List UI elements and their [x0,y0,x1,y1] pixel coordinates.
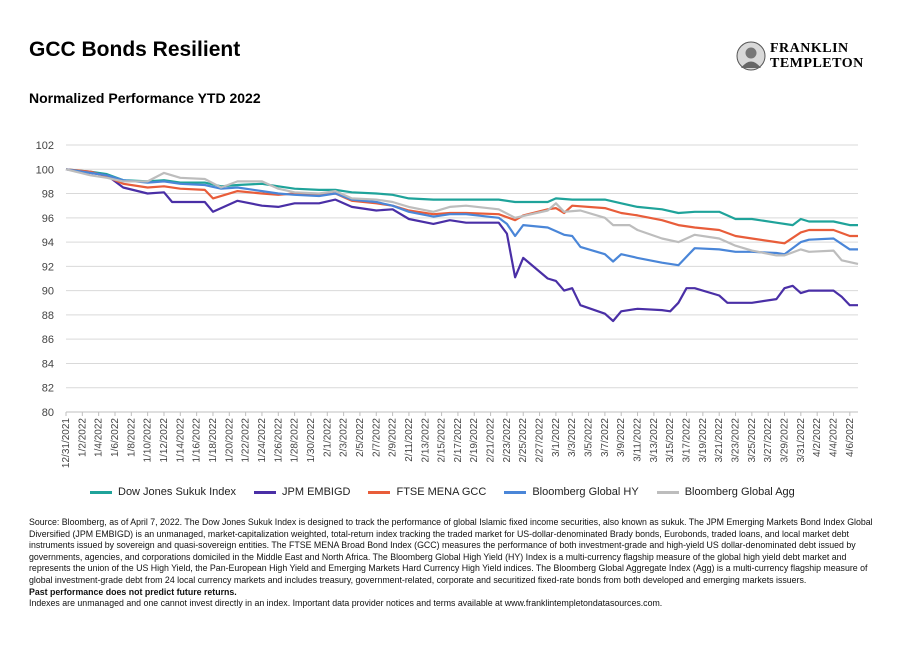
x-tick-label: 3/5/2022 [584,418,595,457]
index-note: Indexes are unmanaged and one cannot inv… [29,598,663,609]
x-tick-label: 12/31/2021 [61,418,72,468]
x-tick-label: 1/24/2022 [257,418,268,463]
legend-label: Bloomberg Global HY [532,486,639,498]
x-tick-label: 2/21/2022 [486,418,497,463]
x-tick-label: 2/19/2022 [469,418,480,463]
x-tick-label: 1/10/2022 [143,418,154,463]
logo-line-2: TEMPLETON [770,56,864,71]
x-tick-label: 1/12/2022 [159,418,170,463]
y-tick-label: 90 [42,286,54,298]
y-tick-label: 94 [42,237,54,249]
x-tick-label: 1/28/2022 [290,418,301,463]
x-tick-label: 3/7/2022 [600,418,611,457]
series-line [65,168,859,265]
y-tick-label: 80 [42,407,54,419]
x-tick-label: 3/25/2022 [747,418,758,463]
x-tick-label: 3/19/2022 [698,418,709,463]
x-tick-label: 2/13/2022 [420,418,431,463]
legend-swatch [656,490,679,494]
legend-swatch [90,490,112,494]
x-tick-label: 2/9/2022 [388,418,399,457]
x-tick-label: 3/31/2022 [796,418,807,463]
x-tick-label: 1/18/2022 [208,418,219,463]
x-tick-label: 1/16/2022 [192,418,203,463]
y-tick-label: 102 [36,140,54,152]
x-tick-label: 4/4/2022 [829,418,840,457]
y-tick-label: 100 [36,164,54,176]
x-tick-label: 3/17/2022 [682,418,693,463]
x-tick-label: 1/22/2022 [241,418,252,463]
legend-item: FTSE MENA GCC [368,486,486,498]
x-tick-label: 3/13/2022 [649,418,660,463]
x-tick-label: 3/29/2022 [780,418,791,463]
x-tick-label: 2/17/2022 [453,418,464,463]
x-tick-label: 3/15/2022 [665,418,676,463]
y-tick-label: 88 [42,310,54,322]
x-tick-label: 1/20/2022 [224,418,235,463]
x-tick-label: 1/30/2022 [306,418,317,463]
x-tick-label: 2/27/2022 [535,418,546,463]
x-tick-label: 2/3/2022 [339,418,350,457]
x-tick-label: 4/6/2022 [845,418,856,457]
legend-swatch [254,490,277,494]
x-tick-label: 2/25/2022 [518,418,529,463]
footnote: Source: Bloomberg, as of April 7, 2022. … [29,517,874,610]
legend-swatch [368,490,391,494]
x-tick-label: 2/5/2022 [355,418,366,457]
series-line [65,168,858,267]
x-tick-label: 3/23/2022 [731,418,742,463]
x-tick-label: 2/7/2022 [371,418,382,457]
x-tick-label: 1/2/2022 [77,418,88,457]
x-tick-label: 1/26/2022 [273,418,284,463]
x-tick-label: 2/23/2022 [502,418,513,463]
y-tick-label: 84 [42,358,54,370]
chart-legend: Dow Jones Sukuk Index JPM EMBIGD FTSE MENA… [90,486,813,498]
y-tick-label: 96 [42,213,54,225]
y-tick-label: 86 [42,334,54,346]
franklin-templeton-logo: FRANKLIN TEMPLETON [736,41,864,71]
x-tick-label: 1/14/2022 [175,418,186,463]
x-tick-label: 3/11/2022 [633,418,644,462]
legend-item: JPM EMBIGD [254,486,350,498]
x-tick-label: 4/2/2022 [812,418,823,457]
series-line [65,168,858,323]
x-tick-label: 2/1/2022 [322,418,333,457]
x-tick-label: 3/9/2022 [616,418,627,457]
legend-item: Bloomberg Global HY [504,486,639,498]
source-note: Source: Bloomberg, as of April 7, 2022. … [29,517,873,585]
series-line [65,168,858,227]
legend-label: Dow Jones Sukuk Index [118,486,237,498]
x-tick-label: 3/21/2022 [714,418,725,463]
portrait-medallion-icon [736,41,766,71]
legend-label: Bloomberg Global Agg [684,486,795,498]
legend-item: Dow Jones Sukuk Index [90,486,236,498]
legend-swatch [504,490,527,494]
legend-label: FTSE MENA GCC [396,486,487,498]
x-tick-label: 3/1/2022 [551,418,562,457]
x-tick-label: 2/15/2022 [437,418,448,463]
x-tick-label: 1/4/2022 [94,418,105,457]
legend-item: Bloomberg Global Agg [656,486,795,498]
chart-title: GCC Bonds Resilient [29,38,241,61]
y-tick-label: 82 [42,383,54,395]
x-tick-label: 3/27/2022 [763,418,774,463]
logo-line-1: FRANKLIN [770,41,849,56]
y-tick-label: 92 [42,261,54,273]
chart-subtitle: Normalized Performance YTD 2022 [29,90,261,106]
past-performance-note: Past performance does not predict future… [29,586,237,597]
x-tick-label: 3/3/2022 [567,418,578,457]
x-tick-label: 1/8/2022 [126,418,137,457]
series-line [65,168,858,245]
y-tick-label: 98 [42,189,54,201]
x-tick-label: 2/11/2022 [404,418,415,462]
x-tick-label: 1/6/2022 [110,418,121,457]
legend-label: JPM EMBIGD [282,486,351,498]
